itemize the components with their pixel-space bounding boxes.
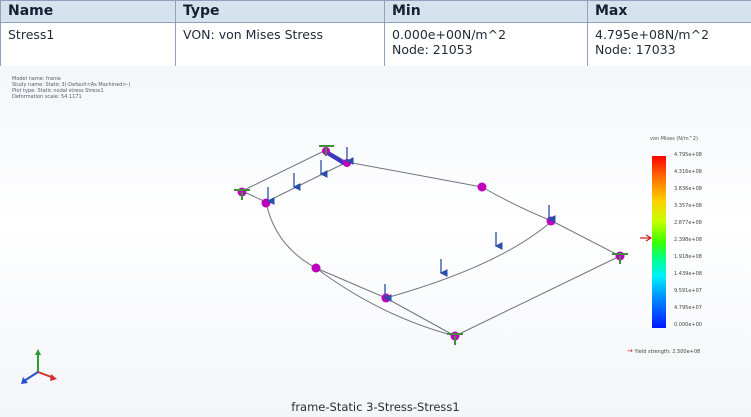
frame-member bbox=[265, 161, 348, 203]
yield-strength-note: → Yield strength: 2.500e+08 bbox=[627, 347, 700, 355]
fixture-icon bbox=[447, 333, 463, 345]
legend-label: 0.000e+00 bbox=[674, 322, 702, 328]
frame-member bbox=[241, 149, 327, 192]
legend-label: 4.316e+08 bbox=[674, 169, 702, 175]
legend-label: 4.795e+07 bbox=[674, 305, 702, 311]
yield-marker-arrow-icon bbox=[640, 234, 653, 242]
stress-colorbar bbox=[652, 156, 666, 328]
max-value: 4.795e+08N/m^2 bbox=[595, 27, 710, 42]
graphics-viewport[interactable]: Model name: frame Study name: Static 3(-… bbox=[0, 66, 751, 417]
load-arrows bbox=[266, 147, 556, 302]
legend-label: 4.795e+08 bbox=[674, 152, 702, 158]
min-node: Node: 21053 bbox=[392, 42, 473, 57]
xyz-axis-triad-icon[interactable] bbox=[20, 348, 60, 388]
legend-label: 1.439e+08 bbox=[674, 271, 702, 277]
model-info-line: Plot type: Static nodal stress Stress1 bbox=[12, 88, 104, 94]
node-marker-icon bbox=[261, 198, 271, 208]
min-value: 0.000e+00N/m^2 bbox=[392, 27, 507, 42]
column-header-min: Min bbox=[384, 0, 588, 23]
fixture-icon bbox=[612, 253, 628, 264]
cell-min: 0.000e+00N/m^2 Node: 21053 bbox=[384, 22, 588, 68]
model-info: Model name: frame Study name: Static 3(-… bbox=[12, 76, 130, 100]
fixture-icon bbox=[234, 189, 250, 200]
frame-member bbox=[454, 255, 621, 337]
frame-members bbox=[241, 149, 621, 337]
node-markers bbox=[237, 147, 625, 341]
cell-type: VON: von Mises Stress bbox=[175, 22, 385, 68]
table-header-row: Name Type Min Max bbox=[0, 0, 751, 23]
yield-arrow-icon: → bbox=[627, 347, 633, 355]
node-marker-icon bbox=[311, 263, 321, 273]
frame-member bbox=[385, 297, 456, 337]
max-node: Node: 17033 bbox=[595, 42, 676, 57]
model-info-line: Model name: frame bbox=[12, 76, 61, 82]
legend-title: von Mises (N/m^2) bbox=[650, 136, 698, 142]
cell-name: Stress1 bbox=[0, 22, 176, 68]
legend-label: 2.398e+08 bbox=[674, 237, 702, 243]
yield-strength-label: Yield strength: 2.500e+08 bbox=[634, 349, 701, 355]
frame-member bbox=[385, 220, 553, 299]
node-marker-icon bbox=[546, 216, 556, 226]
cell-max: 4.795e+08N/m^2 Node: 17033 bbox=[587, 22, 751, 68]
model-info-line: Deformation scale: 54.1171 bbox=[12, 94, 82, 100]
table-row: Stress1 VON: von Mises Stress 0.000e+00N… bbox=[0, 22, 751, 68]
results-table: Name Type Min Max Stress1 VON: von Mises… bbox=[0, 0, 751, 68]
column-header-max: Max bbox=[587, 0, 751, 23]
frame-member bbox=[346, 161, 483, 188]
node-marker-icon bbox=[381, 293, 391, 303]
fixture-icon bbox=[319, 145, 334, 156]
node-marker-icon bbox=[477, 182, 487, 192]
legend-label: 3.357e+08 bbox=[674, 203, 702, 209]
legend-label: 1.918e+08 bbox=[674, 254, 702, 260]
legend-label: 2.877e+08 bbox=[674, 220, 702, 226]
column-header-type: Type bbox=[175, 0, 385, 23]
legend-label: 9.591e+07 bbox=[674, 288, 702, 294]
column-header-name: Name bbox=[0, 0, 176, 23]
model-info-line: Study name: Static 3(-Default<As Machine… bbox=[12, 82, 131, 88]
fixtures bbox=[234, 145, 628, 345]
legend-label: 3.836e+08 bbox=[674, 186, 702, 192]
frame-model[interactable] bbox=[0, 66, 751, 417]
plot-caption: frame-Static 3-Stress-Stress1 bbox=[291, 400, 460, 414]
frame-member bbox=[315, 267, 456, 337]
frame-member bbox=[265, 201, 387, 299]
